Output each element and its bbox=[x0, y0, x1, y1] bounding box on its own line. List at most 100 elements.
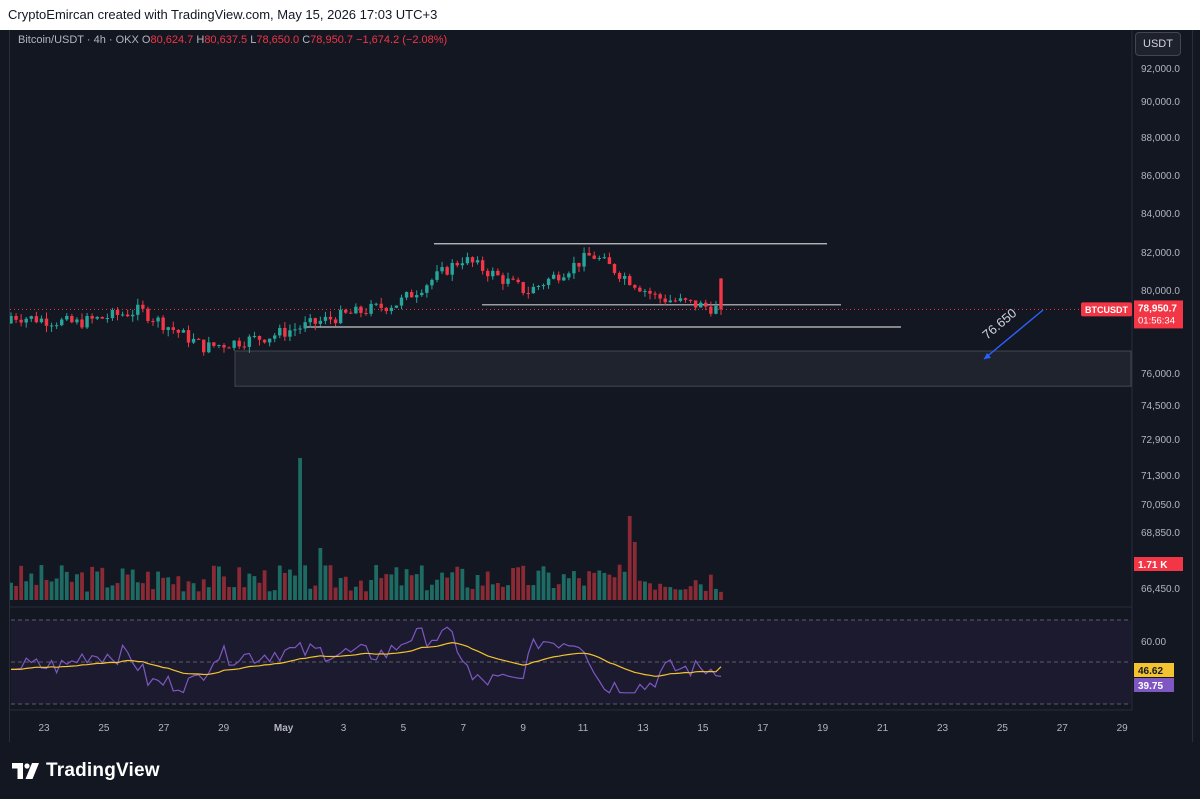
currency-button[interactable]: USDT bbox=[1135, 32, 1181, 56]
price-badge[interactable] bbox=[1134, 300, 1183, 329]
candle-body[interactable] bbox=[146, 308, 150, 322]
candle-body[interactable] bbox=[628, 276, 632, 286]
candle-body[interactable] bbox=[572, 262, 576, 274]
candle-body[interactable] bbox=[501, 275, 505, 284]
candle-body[interactable] bbox=[714, 305, 718, 314]
candle-body[interactable] bbox=[622, 276, 627, 279]
candle-body[interactable] bbox=[349, 312, 353, 314]
candle-body[interactable] bbox=[399, 297, 404, 306]
candle-body[interactable] bbox=[14, 316, 18, 320]
target-arrow[interactable] bbox=[983, 309, 1044, 360]
candle-body[interactable] bbox=[409, 292, 414, 298]
candle-body[interactable] bbox=[470, 257, 475, 263]
candle-body[interactable] bbox=[354, 306, 358, 314]
candle-body[interactable] bbox=[262, 339, 267, 343]
candle-body[interactable] bbox=[379, 303, 383, 308]
candle-body[interactable] bbox=[602, 257, 607, 259]
candle-body[interactable] bbox=[592, 255, 596, 259]
candle-body[interactable] bbox=[232, 340, 236, 348]
symbol-label[interactable]: Bitcoin/USDT · 4h · OKX bbox=[18, 34, 139, 46]
candle-body[interactable] bbox=[75, 319, 79, 323]
candle-body[interactable] bbox=[364, 312, 368, 314]
candle-body[interactable] bbox=[131, 314, 135, 317]
candle-body[interactable] bbox=[704, 302, 708, 307]
candle-body[interactable] bbox=[303, 322, 307, 329]
candle-body[interactable] bbox=[34, 316, 39, 323]
candle-body[interactable] bbox=[440, 267, 444, 272]
candle-body[interactable] bbox=[369, 303, 373, 314]
candle-body[interactable] bbox=[29, 316, 33, 319]
candle-body[interactable] bbox=[567, 273, 571, 278]
candle-body[interactable] bbox=[110, 310, 115, 319]
candle-body[interactable] bbox=[80, 319, 84, 328]
candle-body[interactable] bbox=[166, 327, 170, 330]
candle-body[interactable] bbox=[95, 316, 99, 319]
candle-body[interactable] bbox=[607, 257, 612, 265]
candle-body[interactable] bbox=[293, 329, 297, 331]
candle-body[interactable] bbox=[278, 327, 282, 336]
candle-body[interactable] bbox=[90, 316, 94, 319]
candle-body[interactable] bbox=[643, 290, 647, 292]
candle-body[interactable] bbox=[653, 293, 657, 295]
candle-body[interactable] bbox=[633, 285, 637, 288]
candle-body[interactable] bbox=[338, 309, 343, 324]
candle-body[interactable] bbox=[668, 300, 672, 303]
candle-body[interactable] bbox=[100, 316, 104, 319]
candle-body[interactable] bbox=[60, 319, 64, 326]
candle-body[interactable] bbox=[242, 346, 246, 348]
candle-body[interactable] bbox=[39, 318, 44, 323]
candle-body[interactable] bbox=[480, 260, 485, 271]
candle-body[interactable] bbox=[491, 270, 495, 277]
candle-body[interactable] bbox=[196, 338, 201, 340]
candle-body[interactable] bbox=[612, 264, 617, 274]
candle-body[interactable] bbox=[582, 252, 586, 267]
candle-body[interactable] bbox=[202, 339, 206, 353]
candle-body[interactable] bbox=[19, 319, 23, 323]
candle-body[interactable] bbox=[648, 290, 652, 294]
candle-body[interactable] bbox=[678, 298, 683, 301]
candle-body[interactable] bbox=[283, 327, 287, 337]
candle-body[interactable] bbox=[212, 342, 216, 346]
candle-body[interactable] bbox=[252, 335, 257, 337]
candle-body[interactable] bbox=[237, 340, 241, 347]
candle-body[interactable] bbox=[125, 314, 130, 317]
candle-body[interactable] bbox=[531, 286, 536, 294]
candle-body[interactable] bbox=[460, 263, 465, 266]
candle-body[interactable] bbox=[404, 292, 409, 298]
candle-body[interactable] bbox=[541, 285, 546, 287]
candle-body[interactable] bbox=[683, 298, 688, 300]
demand-zone[interactable] bbox=[234, 350, 1132, 387]
candle-body[interactable] bbox=[521, 282, 525, 294]
candle-body[interactable] bbox=[273, 335, 277, 339]
candle-body[interactable] bbox=[435, 271, 439, 280]
candle-body[interactable] bbox=[475, 260, 480, 263]
candle-body[interactable] bbox=[156, 317, 160, 322]
candle-body[interactable] bbox=[65, 316, 69, 320]
candle-body[interactable] bbox=[389, 307, 394, 312]
candle-body[interactable] bbox=[191, 338, 196, 343]
candle-body[interactable] bbox=[546, 278, 551, 286]
candle-body[interactable] bbox=[374, 303, 378, 305]
candle-body[interactable] bbox=[688, 299, 693, 301]
candle-body[interactable] bbox=[465, 257, 470, 264]
candle-body[interactable] bbox=[420, 292, 424, 296]
candle-body[interactable] bbox=[186, 330, 191, 343]
candle-body[interactable] bbox=[288, 330, 292, 337]
candle-body[interactable] bbox=[415, 295, 419, 298]
candle-body[interactable] bbox=[617, 273, 622, 279]
candle-body[interactable] bbox=[247, 336, 252, 347]
candle-body[interactable] bbox=[308, 318, 312, 323]
candle-body[interactable] bbox=[328, 316, 333, 320]
candle-body[interactable] bbox=[663, 298, 667, 303]
candle-body[interactable] bbox=[70, 316, 74, 323]
candle-body[interactable] bbox=[673, 300, 678, 302]
candle-body[interactable] bbox=[120, 314, 125, 316]
candle-body[interactable] bbox=[115, 310, 120, 315]
candle-body[interactable] bbox=[181, 330, 186, 333]
candle-body[interactable] bbox=[54, 325, 59, 327]
candle-body[interactable] bbox=[222, 345, 226, 348]
candle-body[interactable] bbox=[359, 306, 363, 313]
candle-body[interactable] bbox=[719, 278, 723, 310]
candle-body[interactable] bbox=[344, 309, 348, 313]
candle-body[interactable] bbox=[207, 342, 211, 353]
